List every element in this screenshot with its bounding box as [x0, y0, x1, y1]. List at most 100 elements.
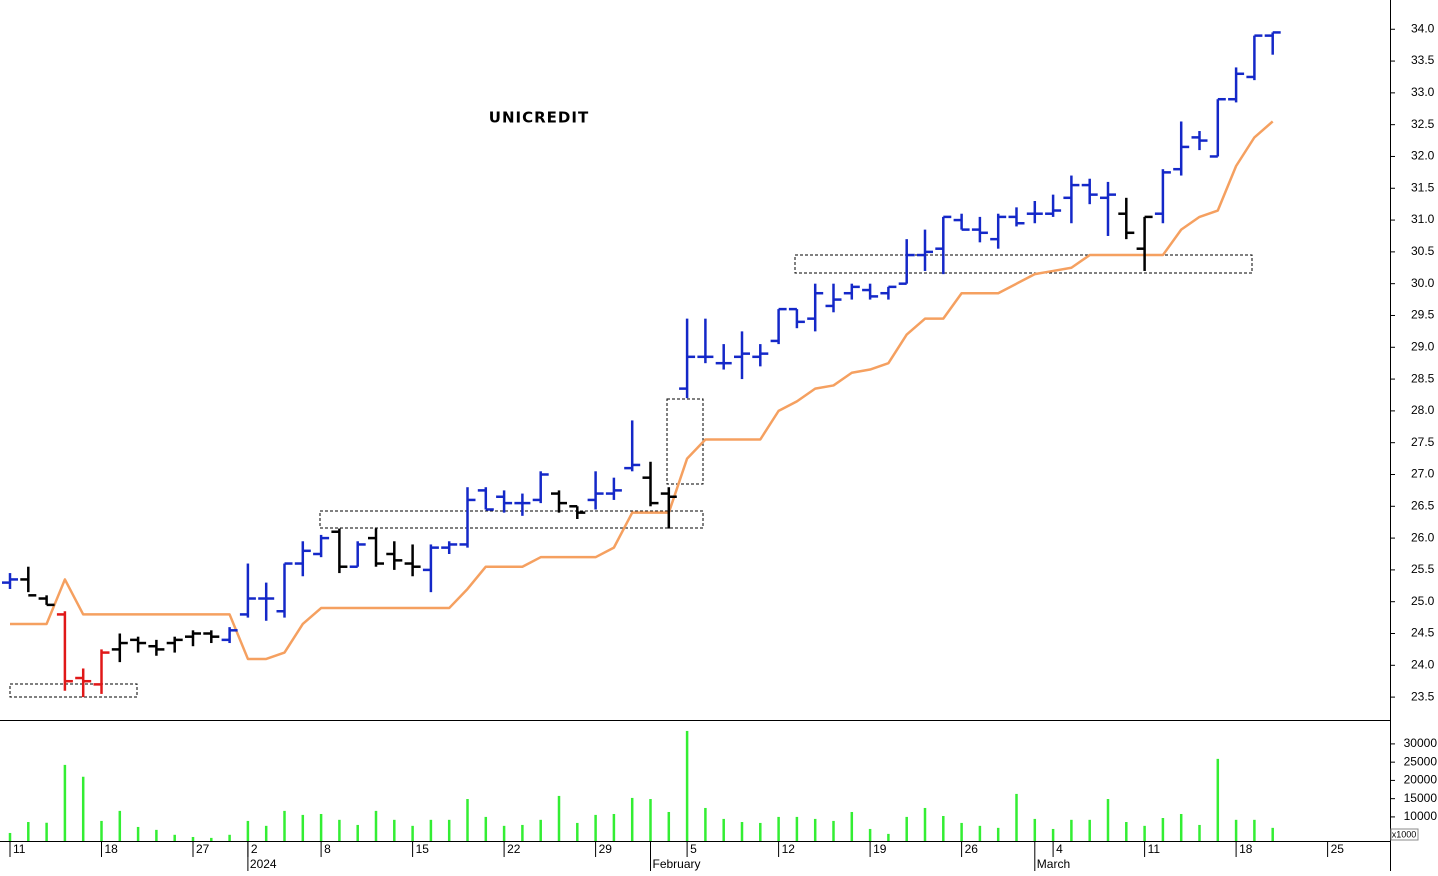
- volume-bar: [996, 827, 1000, 841]
- volume-bar: [923, 807, 927, 841]
- x-tick-label: 11: [1148, 842, 1161, 856]
- period-label: March: [1037, 857, 1070, 871]
- period-label: February: [653, 857, 701, 871]
- volume-bar: [832, 820, 835, 841]
- volume-bar: [283, 810, 286, 841]
- volume-bar: [210, 837, 213, 841]
- x-tick-label: 15: [416, 842, 430, 856]
- volume-bar: [1198, 824, 1201, 841]
- volume-bar: [685, 730, 689, 841]
- volume-bar: [27, 822, 30, 841]
- volume-bar: [447, 819, 451, 841]
- volume-bar: [264, 825, 268, 841]
- y-tick-label: 23.5: [1411, 689, 1435, 703]
- y-tick-label: 33.5: [1411, 53, 1435, 67]
- volume-bar: [338, 819, 341, 841]
- volume-bar: [740, 822, 744, 841]
- volume-bar: [393, 819, 396, 841]
- volume-bar: [1179, 813, 1183, 841]
- y-tick-label: 31.0: [1411, 212, 1435, 226]
- volume-bar: [1088, 819, 1091, 841]
- zone-box: [794, 254, 1253, 274]
- volume-bar: [8, 832, 12, 841]
- x-tick-label: 5: [690, 842, 697, 856]
- volume-bar: [45, 822, 48, 841]
- volume-bar: [301, 814, 305, 841]
- volume-bar: [155, 829, 158, 841]
- volume-bar: [466, 799, 469, 841]
- volume-bar: [246, 820, 250, 841]
- y-tick-label: 24.5: [1411, 626, 1435, 640]
- volume-bar: [429, 819, 433, 841]
- y-tick-label: 33.0: [1411, 85, 1435, 99]
- volume-bar: [704, 807, 707, 841]
- volume-bar: [1216, 758, 1220, 841]
- volume-bar: [1033, 818, 1037, 841]
- x-tick-label: 11: [13, 842, 26, 856]
- y-tick-label: 27.5: [1411, 435, 1435, 449]
- volume-bar: [1253, 819, 1256, 841]
- volume-bar: [777, 816, 780, 841]
- volume-bar: [484, 816, 488, 841]
- x-tick-label: 18: [105, 842, 119, 856]
- volume-bar: [411, 825, 414, 841]
- volume-bar: [1015, 793, 1018, 841]
- x-tick-label: 8: [324, 842, 331, 856]
- volume-bar: [942, 815, 945, 841]
- volume-bar: [228, 834, 231, 841]
- volume-bar: [191, 836, 195, 841]
- y-tick-label: 25.5: [1411, 562, 1435, 576]
- y-tick-label: 10000: [1404, 809, 1438, 823]
- volume-bar: [539, 819, 542, 841]
- y-tick-label: 30000: [1404, 736, 1438, 750]
- y-tick-label: 29.5: [1411, 308, 1435, 322]
- volume-bar: [594, 814, 597, 841]
- volume-bar: [813, 818, 817, 841]
- volume-bar: [1070, 819, 1073, 841]
- x-tick-label: 4: [1056, 842, 1063, 856]
- period-label: 2024: [250, 857, 277, 871]
- volume-bar: [887, 833, 890, 841]
- volume-bar: [1051, 828, 1055, 841]
- y-tick-label: 32.5: [1411, 117, 1435, 131]
- unit-box: [1390, 828, 1419, 841]
- volume-bar: [630, 797, 634, 841]
- y-tick-label: 24.0: [1411, 657, 1435, 671]
- y-tick-label: 30.0: [1411, 276, 1435, 290]
- volume-bar: [374, 810, 378, 841]
- zone-box: [319, 510, 704, 529]
- y-tick-label: 25.0: [1411, 594, 1435, 608]
- volume-bar: [576, 822, 579, 841]
- y-tick-label: 20000: [1404, 773, 1438, 787]
- volume-bar: [850, 811, 854, 841]
- x-tick-label: 29: [599, 842, 613, 856]
- volume-bar: [557, 795, 561, 841]
- y-tick-label: 31.5: [1411, 180, 1435, 194]
- volume-bar: [1125, 822, 1128, 841]
- volume-bar: [100, 820, 103, 841]
- x-tick-label: 22: [507, 842, 521, 856]
- x-tick-label: 25: [1331, 842, 1345, 856]
- volume-bar: [118, 810, 122, 841]
- y-tick-label: 26.0: [1411, 530, 1435, 544]
- y-tick-label: 28.0: [1411, 403, 1435, 417]
- volume-bar: [521, 824, 524, 841]
- x-tick-label: 27: [196, 842, 210, 856]
- volume-bar: [173, 834, 176, 841]
- volume-bar: [978, 825, 982, 841]
- volume-bar: [1161, 818, 1165, 841]
- annotation-boxes: [9, 254, 1253, 698]
- volume-bar: [905, 816, 908, 841]
- volume-unit: x1000: [1392, 829, 1417, 839]
- volume-bar: [868, 828, 872, 841]
- stop-line: [10, 120, 1274, 661]
- volume-bar: [1234, 819, 1238, 841]
- chart-title: UNICREDIT: [489, 109, 589, 127]
- volume-bar: [649, 799, 652, 841]
- volume-bar: [667, 811, 671, 841]
- volume-bar: [795, 816, 799, 841]
- y-tick-label: 28.5: [1411, 371, 1435, 385]
- y-tick-label: 15000: [1404, 791, 1438, 805]
- volume-bar: [612, 813, 616, 841]
